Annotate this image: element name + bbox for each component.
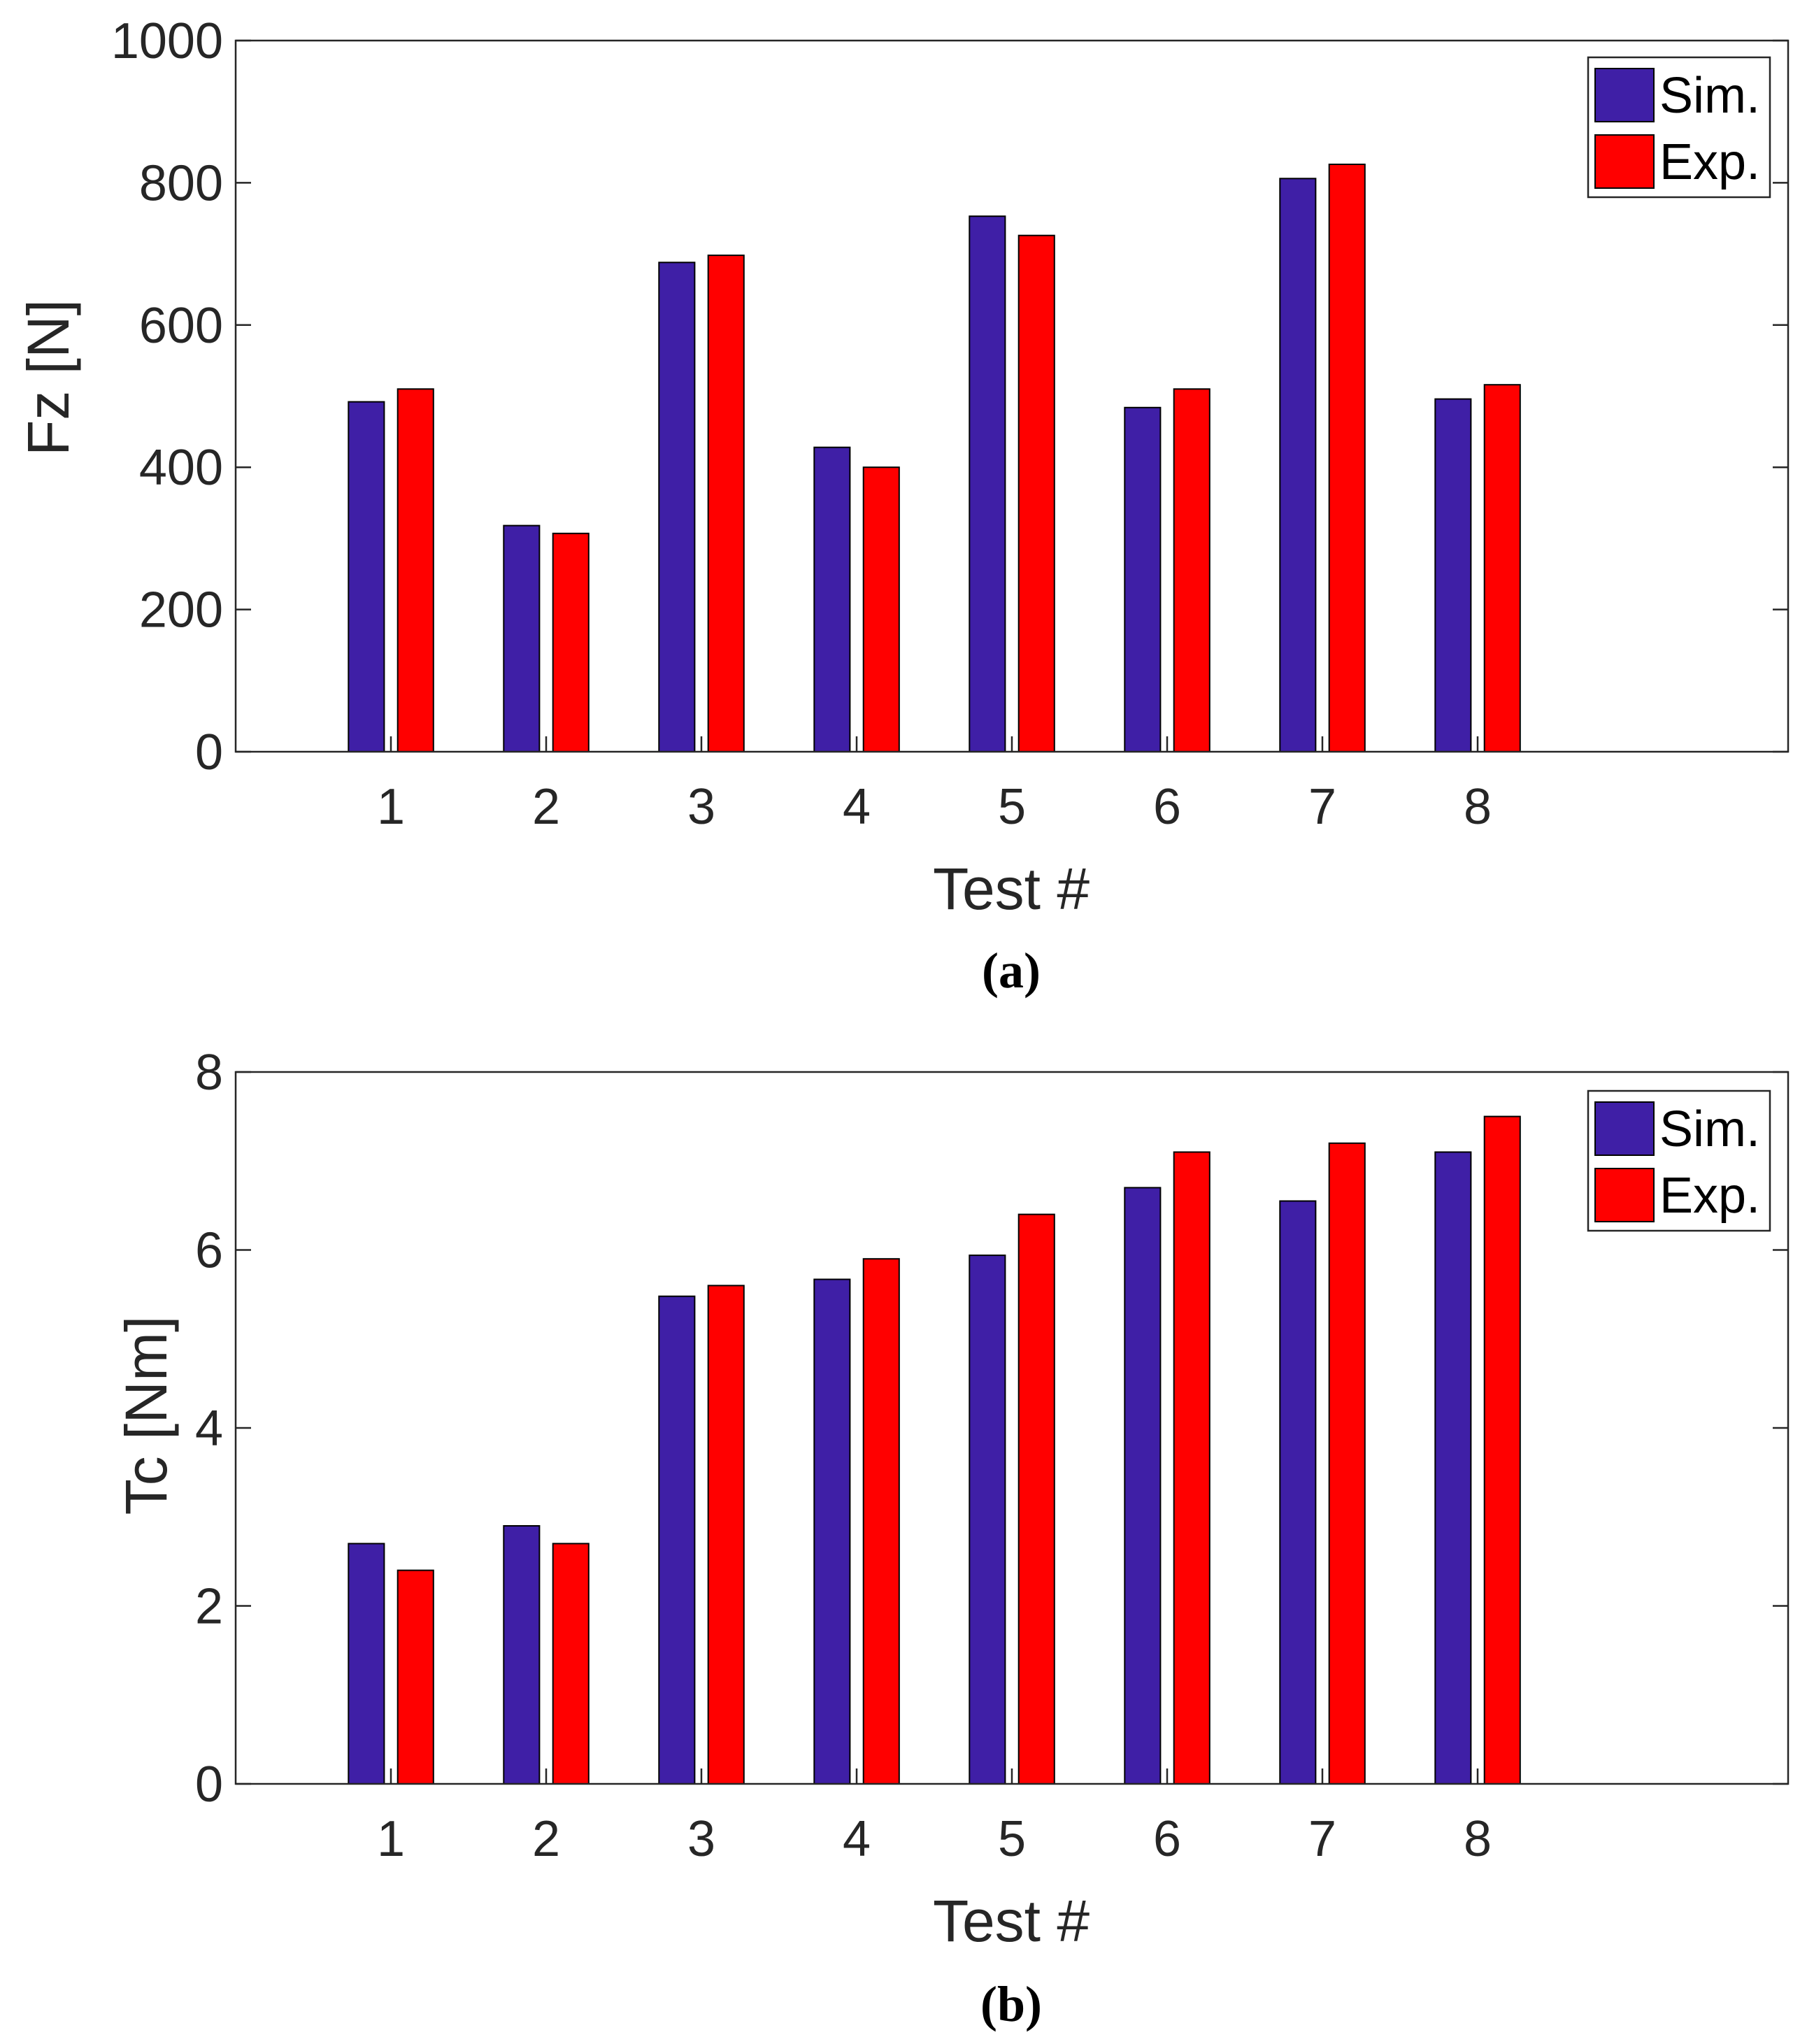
legend-label-b-sim: Sim. [1659,1101,1760,1157]
plot-area-b [236,1072,1788,1784]
bar-a-exp-2 [552,532,590,752]
ticks-b: 0 2 4 6 8 1 2 3 4 5 6 7 8 [195,1045,1788,1867]
caption-b: (b) [980,1976,1042,2032]
legend-swatch-a-exp [1594,134,1655,189]
bar-a-sim-7 [1279,178,1317,753]
bar-a-exp-5 [1017,234,1055,752]
x-tick-label-b-4: 4 [843,1811,871,1867]
y-tick-label-a-1000: 1000 [111,13,223,69]
legend-b: Sim. Exp. [1587,1089,1771,1232]
x-tick-label-b-5: 5 [998,1811,1026,1867]
bar-b-exp-2 [552,1543,590,1785]
x-axis-label-a: Test # [933,856,1090,922]
bar-a-sim-5 [969,215,1006,752]
bar-b-sim-7 [1279,1200,1317,1785]
x-tick-label-b-8: 8 [1464,1811,1492,1867]
bar-b-sim-6 [1124,1187,1162,1785]
bar-a-exp-8 [1483,384,1521,752]
bar-a-exp-6 [1173,388,1210,752]
y-tick-label-a-0: 0 [195,724,223,780]
legend-label-a-exp: Exp. [1659,134,1760,190]
chart-b: 0 2 4 6 8 1 2 3 4 5 6 7 8 Test # Tc [Nm] Sim. Exp. (b… [113,1045,1790,2032]
y-axis-label-a: Fz [N] [15,299,81,456]
x-tick-label-a-4: 4 [843,779,871,835]
bar-a-exp-1 [397,388,434,752]
ticks-a: 0 200 400 600 800 1000 1 2 3 4 5 6 7 8 [111,13,1788,835]
y-axis-label-b: Tc [Nm] [113,1316,179,1515]
plot-background-b [236,1072,1788,1784]
y-tick-label-b-0: 0 [195,1757,223,1813]
x-tick-label-a-3: 3 [687,779,715,835]
y-tick-label-b-4: 4 [195,1401,223,1457]
bar-a-sim-2 [503,524,541,752]
y-tick-label-b-6: 6 [195,1223,223,1279]
legend-a: Sim. Exp. [1587,56,1771,199]
bar-a-sim-6 [1124,406,1162,752]
bar-b-sim-3 [658,1295,696,1785]
legend-swatch-b-sim [1594,1101,1655,1156]
x-tick-label-b-1: 1 [377,1811,405,1867]
legend-label-a-sim: Sim. [1659,68,1760,124]
y-tick-label-b-8: 8 [195,1045,223,1101]
bar-a-exp-4 [862,466,900,752]
y-tick-label-b-2: 2 [195,1579,223,1635]
x-tick-label-a-7: 7 [1308,779,1336,835]
y-tick-label-a-800: 800 [139,155,223,211]
bar-b-exp-4 [862,1258,900,1785]
bar-b-exp-5 [1017,1213,1055,1785]
legend-swatch-a-sim [1594,68,1655,122]
bar-b-sim-1 [348,1543,385,1785]
bar-a-sim-3 [658,262,696,752]
legend-swatch-b-exp [1594,1168,1655,1222]
bars-a [348,164,1521,753]
bar-a-exp-7 [1328,164,1366,752]
x-tick-label-b-7: 7 [1308,1811,1336,1867]
bar-b-exp-7 [1328,1142,1366,1785]
caption-a: (a) [982,943,1041,999]
bar-b-sim-2 [503,1525,541,1785]
bar-b-sim-8 [1434,1151,1472,1785]
bar-a-sim-4 [813,446,851,752]
bar-a-exp-3 [707,255,745,753]
bar-b-sim-5 [969,1255,1006,1785]
y-tick-label-a-400: 400 [139,440,223,496]
bar-b-sim-4 [813,1278,851,1785]
bar-b-exp-1 [397,1569,434,1785]
x-tick-label-a-2: 2 [532,779,560,835]
bar-a-sim-1 [348,401,385,752]
bar-b-exp-8 [1483,1115,1521,1785]
bar-b-exp-3 [707,1285,745,1785]
bars-b [348,1115,1521,1785]
x-axis-label-b: Test # [933,1888,1090,1954]
bar-b-exp-6 [1173,1151,1210,1785]
x-tick-label-b-3: 3 [687,1811,715,1867]
x-tick-label-a-8: 8 [1464,779,1492,835]
bar-a-sim-8 [1434,398,1472,752]
x-tick-label-a-1: 1 [377,779,405,835]
x-tick-label-a-6: 6 [1153,779,1181,835]
legend-label-b-exp: Exp. [1659,1168,1760,1224]
plot-area-a [236,41,1788,752]
y-tick-label-a-600: 600 [139,298,223,354]
x-tick-label-b-6: 6 [1153,1811,1181,1867]
x-tick-label-b-2: 2 [532,1811,560,1867]
y-tick-label-a-200: 200 [139,583,223,638]
x-tick-label-a-5: 5 [998,779,1026,835]
plot-background-a [236,41,1788,752]
